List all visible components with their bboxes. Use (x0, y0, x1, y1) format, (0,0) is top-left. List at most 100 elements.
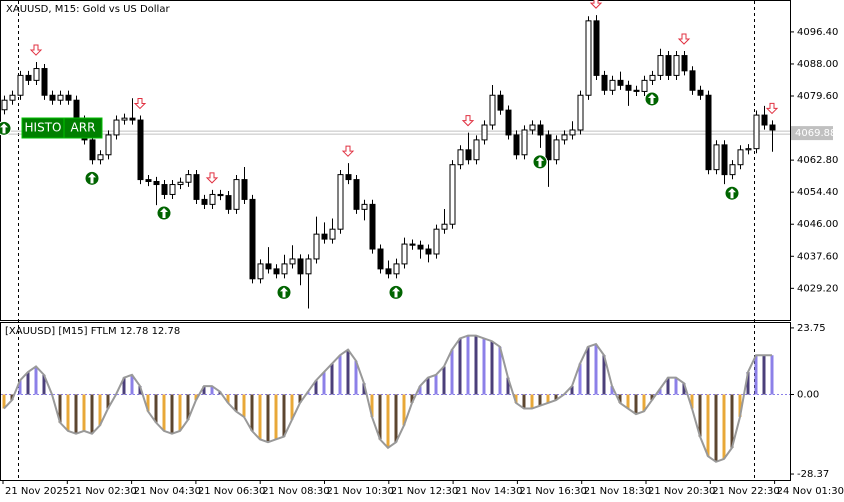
candle-body (745, 148, 752, 151)
histogram-bar (10, 394, 14, 401)
candle-body (105, 134, 112, 156)
buy-arrow (0, 123, 8, 134)
buy-arrow (648, 93, 656, 104)
candle-body (521, 129, 528, 156)
x-tick-label: 21 Nov 14:30 (455, 486, 522, 497)
histogram-bar (98, 394, 102, 426)
buy-signal (156, 205, 172, 221)
candle-body (169, 184, 176, 195)
button-label[interactable]: HISTO (25, 121, 62, 135)
histogram-bar (410, 394, 414, 403)
x-tick-label: 21 Nov 02:30 (69, 486, 136, 497)
histogram-bar (706, 394, 710, 457)
buy-signal (644, 91, 660, 107)
candle-body (385, 268, 392, 275)
histogram-bar (394, 394, 398, 443)
y-tick-label: 4079.60 (797, 91, 838, 102)
chart-title: XAUUSD, M15: Gold vs US Dollar (6, 4, 170, 15)
histogram-bar (330, 363, 334, 395)
histogram-bar (450, 349, 454, 395)
candle-body (433, 228, 440, 255)
y-tick-label: -28.37 (797, 469, 829, 480)
buy-signal (724, 185, 740, 201)
x-tick-label: 21 Nov 22:30 (712, 486, 779, 497)
histogram-bar (178, 394, 182, 431)
candle-body (393, 263, 400, 275)
y-tick-label: 4037.60 (797, 251, 838, 262)
y-tick-label: 4046.00 (797, 219, 838, 230)
histogram-bar (258, 394, 262, 440)
sell-arrow (29, 44, 43, 56)
histogram-bar (26, 372, 30, 395)
histogram-bar (674, 377, 678, 395)
candle-body (705, 94, 712, 171)
histogram-bar (34, 366, 38, 395)
histogram-bar (578, 363, 582, 395)
candle-body (601, 74, 608, 91)
histogram-bar (458, 338, 462, 395)
histogram-bar (434, 374, 438, 395)
histogram-bar (698, 394, 702, 437)
candle-body (321, 233, 328, 240)
histogram-bar (714, 394, 718, 462)
candle-body (481, 124, 488, 141)
histogram-bar (322, 372, 326, 395)
histogram-bar (610, 386, 614, 395)
histogram-bar (18, 380, 22, 395)
histogram-bar (650, 394, 654, 401)
histogram-bar (570, 386, 574, 395)
candle-body (633, 89, 640, 92)
candle-body (257, 263, 264, 280)
candle-body (577, 94, 584, 131)
candle-body (193, 174, 200, 200)
sell-arrow (765, 102, 779, 115)
button-bg[interactable] (63, 117, 103, 139)
candle-body (137, 119, 144, 181)
candle-body (593, 20, 600, 76)
x-tick-label: 21 Nov 06:30 (198, 486, 265, 497)
button[interactable]: ARR (63, 117, 103, 139)
histogram-bar (538, 394, 542, 406)
candle-body (537, 124, 544, 136)
sell-arrow (133, 97, 147, 110)
button-label[interactable]: ARR (71, 121, 96, 135)
current-price-box (791, 126, 833, 141)
histogram-bar (466, 335, 470, 395)
buy-signal (532, 154, 548, 170)
candle-body (753, 114, 760, 150)
candle-body (673, 55, 680, 76)
x-tick-label: 21 Nov 16:30 (519, 486, 586, 497)
candle-body (281, 263, 288, 275)
candle-body (249, 198, 256, 280)
histogram-bar (154, 394, 158, 423)
button[interactable]: HISTO (21, 117, 65, 139)
x-tick-label: 21 Nov 2025 (5, 486, 69, 497)
candle-body (345, 174, 352, 181)
candle-body (545, 134, 552, 161)
candle-body (441, 223, 448, 230)
histogram-bar (290, 394, 294, 420)
sell-arrow (461, 115, 475, 127)
candle-body (145, 179, 152, 182)
buy-arrow (88, 173, 96, 184)
sell-arrow (677, 33, 691, 45)
histogram-bar (58, 394, 62, 423)
candle-body (289, 258, 296, 265)
candle-body (65, 94, 72, 101)
histogram-bar (730, 394, 734, 448)
histogram-bar (738, 394, 742, 417)
histogram-bar (426, 377, 430, 395)
candle-body (697, 89, 704, 96)
candle-body (401, 243, 408, 265)
histogram-bar (298, 394, 302, 403)
current-price-label: 4069.88 (795, 128, 836, 139)
candle-body (89, 139, 96, 161)
candle-body (161, 184, 168, 195)
histogram-bar (242, 394, 246, 417)
candle-body (729, 164, 736, 176)
sell-arrow (589, 0, 603, 9)
histogram-bar (386, 394, 390, 448)
x-tick-label: 21 Nov 12:30 (391, 486, 458, 497)
x-tick-label: 21 Nov 04:30 (134, 486, 201, 497)
